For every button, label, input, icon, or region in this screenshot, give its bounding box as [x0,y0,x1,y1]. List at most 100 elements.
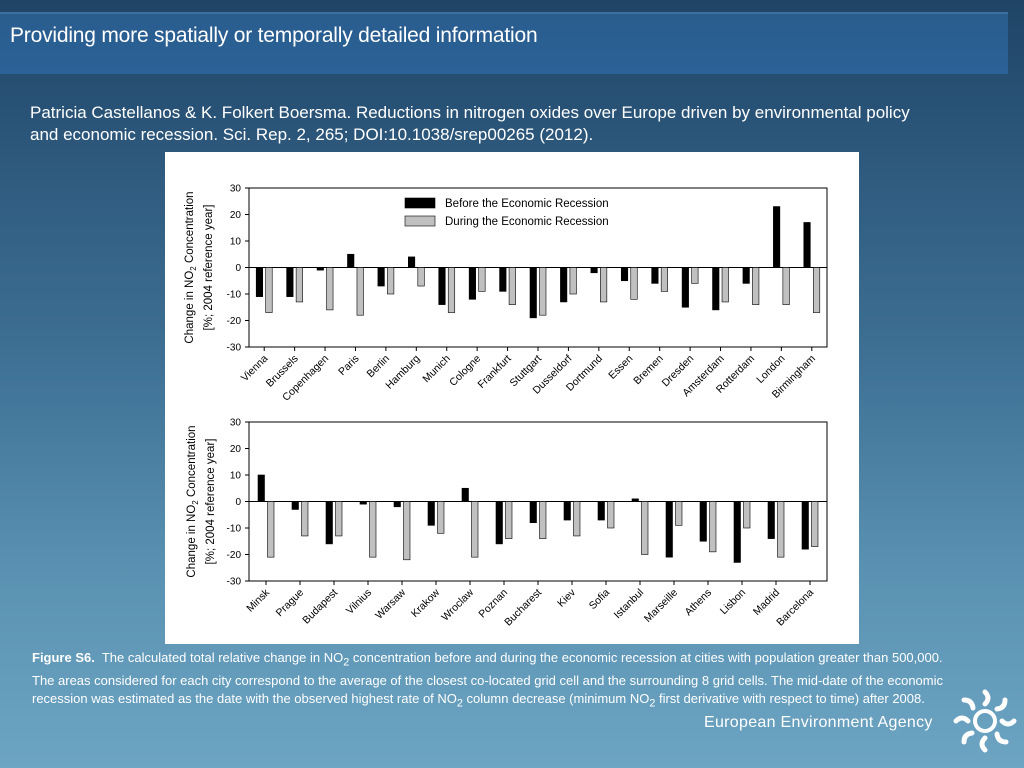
bar-before [665,501,673,558]
bar-during [811,501,819,547]
bar-during [641,501,649,555]
y-tick-label: -10 [227,524,242,535]
x-tick-label: Berlin [365,353,393,381]
bar-during [600,267,608,303]
y-tick-label: 0 [235,263,241,274]
bar-during [539,501,547,539]
bar-during [505,501,513,539]
legend-swatch [404,215,436,227]
x-tick-label: Barcelona [774,587,816,629]
bar-before [316,267,324,271]
x-tick-label: Lisbon [718,587,748,617]
x-tick-label: Madrid [751,587,782,618]
caption-sub-1: 2 [343,656,350,669]
y-tick-label: 0 [235,497,241,508]
y-axis-label-units: [%; 2004 reference year] [203,205,215,331]
x-tick-label: Krakow [409,586,443,620]
bar-during [709,501,717,553]
bar-during [437,501,445,534]
x-tick-label: Frankfurt [476,353,514,391]
y-tick-label: 10 [230,237,242,248]
citation: Patricia Castellanos & K. Folkert Boersm… [30,103,910,144]
bar-during [782,267,790,305]
bar-during [369,501,377,558]
bar-before [620,267,629,282]
bar-during [721,267,729,303]
y-tick-label: 30 [230,184,242,195]
bar-during [777,501,785,558]
bar-during [573,501,581,537]
bar-during [471,501,479,558]
bar-before [529,501,537,524]
y-tick-label: -20 [227,316,242,327]
x-tick-label: Paris [336,353,361,378]
bar-before [733,501,741,563]
legend-label: During the Economic Recession [445,216,609,228]
bar-during [356,267,364,316]
agency-name: European Environment Agency [704,714,933,731]
bar-during [630,267,638,300]
y-tick-label: -20 [227,550,242,561]
y-tick-label: -30 [227,577,242,588]
bar-before [359,501,367,505]
caption-sub-2: 2 [456,697,463,710]
bar-before [651,267,659,284]
x-tick-label: Budapest [300,587,340,627]
bar-during [301,501,309,537]
bar-before [767,501,775,539]
caption-label: Figure S6. [32,650,95,665]
page-title: Providing more spatially or temporally d… [10,24,538,47]
bar-during [295,267,303,303]
bar-during [508,267,516,305]
bar-before [681,267,689,308]
x-tick-label: Athens [683,587,715,619]
bar-before [803,222,811,268]
bar-before [257,474,265,502]
bar-before [427,501,435,526]
bar-during [335,501,343,537]
bar-during [743,501,751,529]
bar-before [408,256,416,268]
bar-during [675,501,683,526]
bar-during [812,267,821,313]
bar-before [590,267,598,274]
bar-before [597,501,605,521]
caption-text-4: first derivative with respect to time) a… [655,690,925,706]
bar-before [699,501,707,542]
bar-before [438,267,446,305]
bar-before [291,501,299,510]
bar-before [255,267,264,297]
bar-before [773,206,781,268]
bar-before [529,267,537,319]
x-tick-label: Minsk [244,586,272,614]
x-tick-label: Warsaw [373,586,408,621]
x-tick-label: Essen [606,353,635,382]
y-axis-label: Change in NO2 Concentration [184,191,198,343]
bar-before [377,267,385,287]
bar-during [660,267,668,292]
bar-before [560,267,568,303]
bar-during [539,267,547,316]
y-tick-label: 30 [230,418,242,429]
x-tick-label: Marseille [642,587,680,625]
eea-sun-icon [953,689,1017,753]
figure-panel: -30 -20 -10 0 10 20 30 Change in NO2 Concentrat… [165,152,859,644]
bar-during [607,501,615,529]
bar-during [569,267,577,295]
bar-before [563,501,571,521]
y-tick-label: 20 [230,444,242,455]
bar-during [478,267,486,292]
legend-swatch [404,197,436,209]
bar-during [326,267,334,311]
caption-text-1: The calculated total relative change in … [101,650,344,665]
x-tick-label: Sofia [587,587,613,613]
bar-during [447,267,456,313]
bar-before [325,501,333,545]
bar-before [393,501,401,508]
title-bar: Providing more spatially or temporally d… [0,12,1008,74]
bar-before [742,267,750,284]
y-axis-label-units: [%; 2004 reference year] [205,439,217,565]
x-tick-label: Prague [274,587,307,620]
bar-before [712,267,720,311]
bar-before [347,253,355,268]
